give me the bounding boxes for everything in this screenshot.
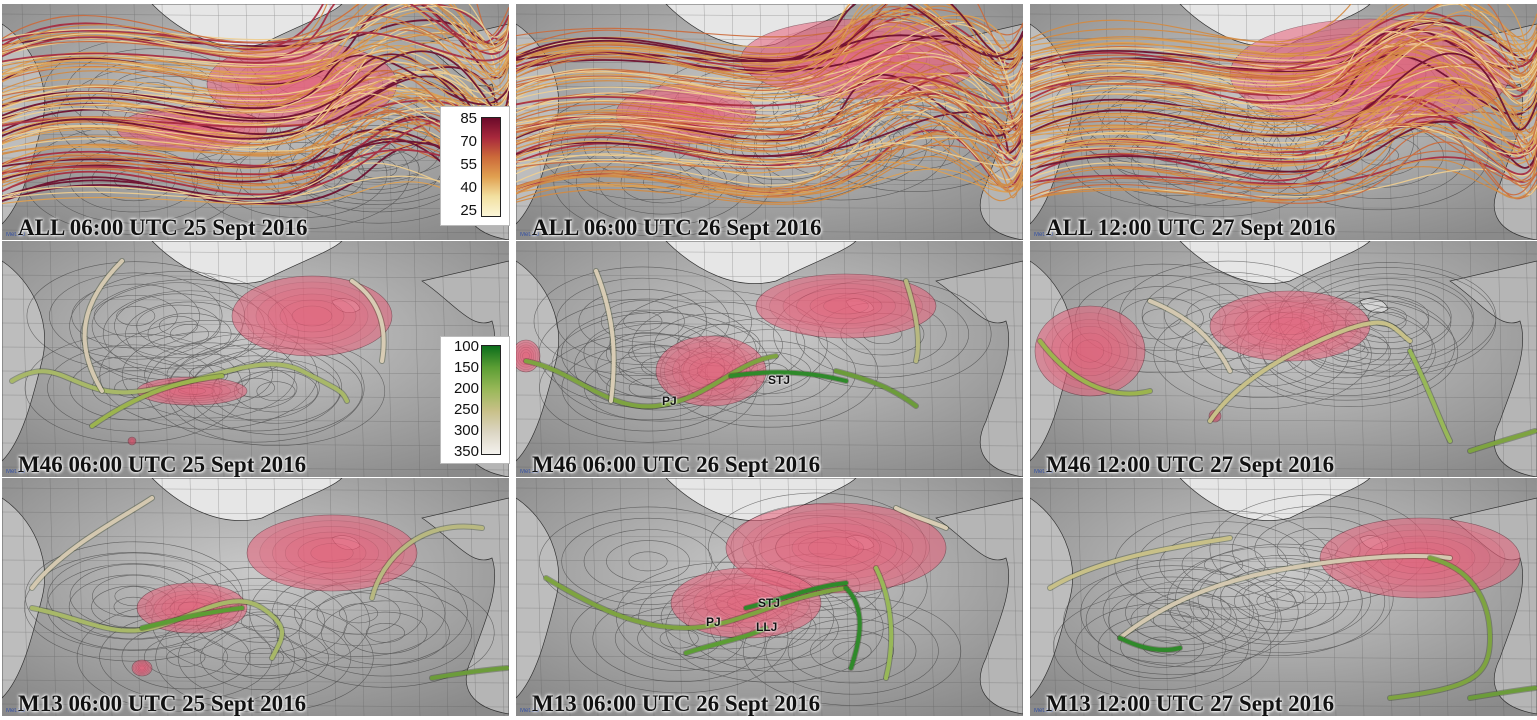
legend-tick: 350	[453, 443, 479, 460]
lat-lon-grid	[1030, 478, 1537, 716]
legend-tick: 150	[453, 359, 479, 376]
legend-tick: 25	[460, 202, 477, 219]
wind-speed-legend: 85 70 55 40 25	[440, 106, 510, 226]
trajectory-bundle	[1030, 4, 1537, 204]
software-credit: Met.3D	[6, 232, 26, 238]
map-panel-m13-27: Met.3D M13 12:00 UTC 27 Sept 2016	[1030, 478, 1537, 716]
map-canvas	[1030, 241, 1537, 477]
jet-axis-lines	[1037, 298, 1537, 454]
map-panel-m46-25: Met.3D M46 06:00 UTC 25 Sept 2016	[2, 241, 509, 477]
europe-landmass	[935, 260, 1023, 477]
map-canvas	[516, 241, 1023, 477]
legend-tick: 70	[460, 133, 477, 150]
map-canvas	[2, 4, 509, 240]
greenland-landmass	[1179, 241, 1371, 284]
map-panel-m46-26: Met.3D PJ STJ M46 06:00 UTC 26 Sept 2016	[516, 241, 1023, 477]
panel-label: ALL 06:00 UTC 26 Sept 2016	[532, 215, 822, 240]
jet-core-region	[127, 436, 137, 446]
jet-core-region	[246, 514, 418, 592]
panel-label: M13 06:00 UTC 25 Sept 2016	[18, 691, 307, 716]
jet-axis-lines	[29, 495, 509, 681]
legend-tick: 40	[460, 179, 477, 196]
panel-label: M13 06:00 UTC 26 Sept 2016	[532, 691, 821, 716]
map-panel-m46-27: Met.3D M46 12:00 UTC 27 Sept 2016	[1030, 241, 1537, 477]
jet-core-region	[655, 335, 767, 407]
jet-axis-lines	[543, 505, 949, 681]
software-credit: Met.3D	[1034, 232, 1054, 238]
wind-speed-colorbar	[481, 117, 501, 217]
greenland-landmass	[151, 241, 343, 284]
jet-core-region	[670, 567, 822, 639]
map-canvas	[2, 478, 509, 716]
legend-tick: 200	[453, 380, 479, 397]
europe-landmass	[1449, 260, 1537, 477]
panel-label: M13 12:00 UTC 27 Sept 2016	[1046, 691, 1335, 716]
jet-core-region	[755, 273, 937, 339]
panel-label: M46 06:00 UTC 26 Sept 2016	[532, 452, 821, 477]
jet-axis-lines	[9, 258, 387, 429]
greenland-landmass	[665, 241, 857, 284]
lat-lon-grid	[2, 478, 509, 716]
map-canvas	[2, 241, 509, 477]
legend-tick: 55	[460, 156, 477, 173]
map-canvas	[1030, 4, 1537, 240]
pressure-legend: 100 150 200 250 300 350	[440, 336, 510, 464]
map-panel-m13-26: Met.3D PJ STJ LLJ M13 06:00 UTC 26 Sept …	[516, 478, 1023, 716]
software-credit: Met.3D	[1034, 708, 1054, 714]
pressure-contours	[24, 541, 495, 713]
panel-label: M46 12:00 UTC 27 Sept 2016	[1046, 452, 1335, 477]
software-credit: Met.3D	[6, 708, 26, 714]
llj-label: LLJ	[756, 620, 778, 634]
panel-label: M46 06:00 UTC 25 Sept 2016	[18, 452, 307, 477]
greenland-landmass	[151, 478, 343, 521]
pj-label: PJ	[662, 394, 677, 408]
map-panel-all-26: Met.3D ALL 06:00 UTC 26 Sept 2016	[516, 4, 1023, 240]
panel-label: ALL 12:00 UTC 27 Sept 2016	[1046, 215, 1336, 240]
legend-tick: 85	[460, 110, 477, 127]
trajectory-bundle	[516, 4, 1023, 205]
jet-core-region	[136, 582, 248, 634]
map-canvas	[516, 4, 1023, 240]
map-canvas	[1030, 478, 1537, 716]
jet-core-region	[1034, 305, 1146, 397]
panel-label: ALL 06:00 UTC 25 Sept 2016	[18, 215, 308, 240]
jet-core-region	[231, 275, 393, 357]
jet-core-region	[131, 659, 153, 677]
map-canvas	[516, 478, 1023, 716]
europe-landmass	[935, 497, 1023, 715]
legend-tick: 250	[453, 401, 479, 418]
map-panel-all-27: Met.3D ALL 12:00 UTC 27 Sept 2016	[1030, 4, 1537, 240]
software-credit: Met.3D	[520, 232, 540, 238]
map-panel-m13-25: Met.3D M13 06:00 UTC 25 Sept 2016	[2, 478, 509, 716]
legend-tick: 100	[453, 338, 479, 355]
software-credit: Met.3D	[520, 469, 540, 475]
software-credit: Met.3D	[6, 469, 26, 475]
legend-tick: 300	[453, 422, 479, 439]
software-credit: Met.3D	[1034, 469, 1054, 475]
map-panel-all-25: Met.3D ALL 06:00 UTC 25 Sept 2016	[2, 4, 509, 240]
europe-landmass	[421, 497, 509, 715]
software-credit: Met.3D	[520, 708, 540, 714]
jet-axis-lines	[523, 268, 921, 410]
pressure-colorbar	[481, 345, 501, 455]
stj-label: STJ	[758, 596, 781, 610]
jet-core-region	[725, 502, 947, 594]
stj-label: STJ	[768, 373, 791, 387]
jet-axis-lines	[1047, 535, 1537, 701]
pj-label: PJ	[706, 615, 721, 629]
jet-core-region	[1209, 290, 1371, 362]
